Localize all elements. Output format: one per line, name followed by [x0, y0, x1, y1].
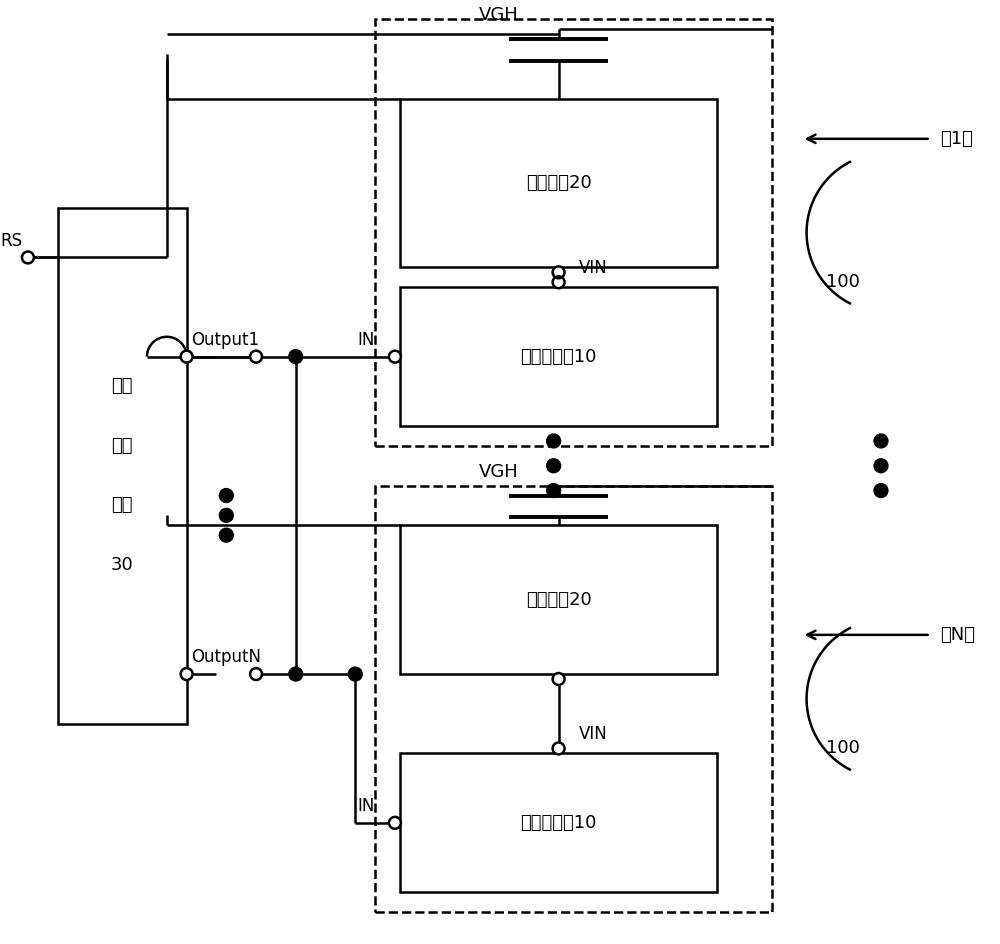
Text: VIN: VIN — [578, 726, 607, 744]
Text: 100: 100 — [826, 739, 860, 757]
Circle shape — [348, 667, 362, 681]
Circle shape — [219, 489, 233, 502]
Circle shape — [219, 529, 233, 542]
Text: IN: IN — [358, 330, 375, 348]
Circle shape — [553, 743, 565, 754]
Circle shape — [547, 483, 561, 497]
Bar — [400, 287, 717, 426]
Circle shape — [874, 434, 888, 447]
Bar — [400, 99, 717, 267]
Bar — [400, 525, 717, 674]
Circle shape — [874, 459, 888, 473]
Circle shape — [181, 668, 193, 680]
Text: RS: RS — [1, 231, 23, 249]
Text: 第N个: 第N个 — [940, 626, 975, 644]
Circle shape — [181, 350, 193, 362]
Bar — [400, 753, 717, 892]
Circle shape — [219, 509, 233, 522]
Text: 第1个: 第1个 — [940, 130, 973, 148]
Text: IN: IN — [358, 797, 375, 815]
Circle shape — [250, 668, 262, 680]
Text: OutputN: OutputN — [192, 649, 262, 666]
Text: 控制电路20: 控制电路20 — [526, 174, 591, 192]
Circle shape — [289, 349, 303, 363]
Text: 30: 30 — [111, 556, 134, 574]
Text: 电平转换器10: 电平转换器10 — [520, 347, 597, 365]
Text: VIN: VIN — [578, 260, 607, 278]
Text: 控制电路20: 控制电路20 — [526, 591, 591, 609]
Circle shape — [389, 817, 401, 829]
Circle shape — [389, 350, 401, 362]
Text: 100: 100 — [826, 273, 860, 292]
Circle shape — [553, 266, 565, 278]
Circle shape — [547, 459, 561, 473]
Circle shape — [553, 277, 565, 288]
Circle shape — [874, 483, 888, 497]
Text: 电平转换器10: 电平转换器10 — [520, 814, 597, 832]
Bar — [375, 20, 772, 446]
Bar — [58, 208, 187, 724]
Text: VGH: VGH — [479, 463, 519, 480]
Bar — [375, 485, 772, 912]
Text: VGH: VGH — [479, 7, 519, 25]
Circle shape — [250, 350, 262, 362]
Circle shape — [289, 667, 303, 681]
Circle shape — [553, 673, 565, 685]
Text: 控制: 控制 — [111, 437, 133, 455]
Text: 时序: 时序 — [111, 378, 133, 396]
Circle shape — [547, 434, 561, 447]
Text: Output1: Output1 — [192, 330, 260, 348]
Text: 芯片: 芯片 — [111, 497, 133, 514]
Circle shape — [22, 251, 34, 263]
